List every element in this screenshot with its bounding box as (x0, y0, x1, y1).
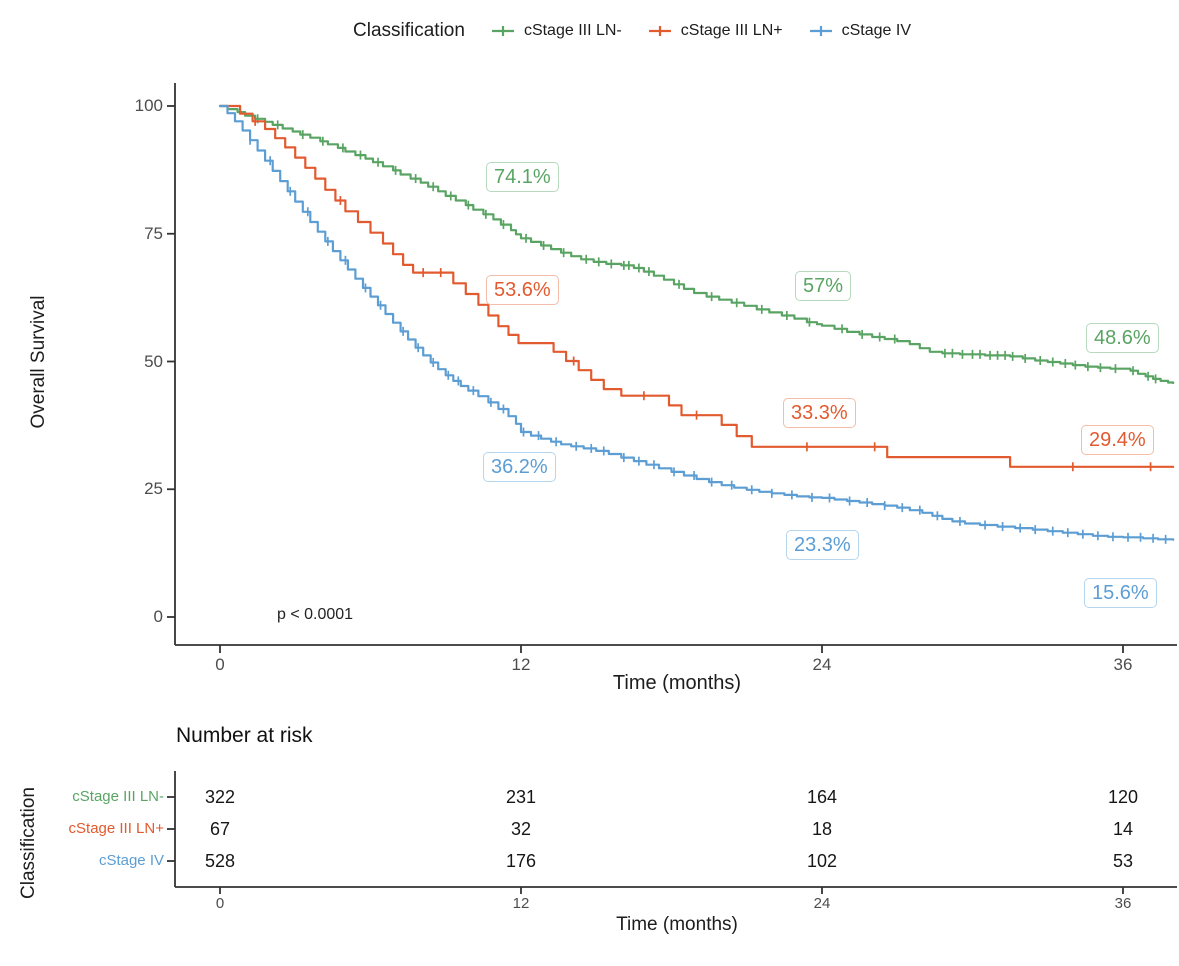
x-tick-label: 24 (812, 655, 832, 674)
y-tick-label: 0 (153, 607, 163, 626)
y-tick-label: 50 (144, 351, 163, 371)
survival-annotation: 57% (795, 271, 852, 301)
legend-key-line-plus-icon (491, 26, 514, 36)
risk-table-y-title: Classification (18, 787, 39, 899)
survival-annotation: 48.6% (1086, 323, 1159, 353)
risk-count: 528 (204, 851, 236, 871)
risk-table-title: Number at risk (176, 724, 313, 747)
y-axis-title: Overall Survival (28, 295, 49, 429)
legend-key-line-plus-icon (809, 26, 832, 36)
legend-item-label: cStage III LN- (523, 22, 622, 39)
survival-annotation: 53.6% (486, 275, 559, 305)
survival-annotation: 36.2% (483, 452, 556, 482)
legend-item-cstage-iii-ln-: cStage III LN- (491, 22, 622, 40)
legend-items: cStage III LN-cStage III LN+ cStage IV (491, 22, 911, 40)
risk-count: 102 (806, 851, 837, 871)
risk-count: 176 (505, 851, 536, 871)
y-tick-label: 25 (144, 479, 163, 499)
km-curve-cstage-iv (218, 104, 1175, 541)
risk-count: 120 (1107, 787, 1138, 807)
survival-annotation: 33.3% (783, 398, 856, 428)
risk-table-row-label-cstage-iv: cStage IV (98, 852, 164, 869)
risk-count: 231 (505, 787, 536, 807)
legend-item-label: cStage IV (841, 22, 911, 39)
risk-table-row-label-cstage-iii-ln-: cStage III LN- (72, 788, 164, 805)
y-tick-label: 100 (134, 96, 163, 115)
x-tick-label: 36 (1113, 655, 1133, 674)
legend-item-cstage-iii-ln+: cStage III LN+ (648, 22, 783, 40)
risk-table-x-tick-label: 12 (512, 895, 530, 912)
km-curve-cstage-iii-ln+ (218, 104, 1175, 468)
y-tick-label: 75 (144, 223, 163, 243)
x-tick-label: 0 (215, 655, 225, 674)
survival-annotation: 29.4% (1081, 425, 1154, 455)
legend: Classification cStage III LN-cStage III … (353, 14, 911, 48)
risk-count: 67 (209, 819, 231, 839)
risk-table-x-tick-label: 24 (813, 895, 831, 912)
risk-count: 14 (1112, 819, 1133, 839)
legend-key-line-plus-icon (648, 26, 671, 36)
x-axis-title: Time (months) (612, 672, 742, 694)
p-value-label: p < 0.0001 (277, 606, 354, 623)
risk-count: 32 (510, 819, 531, 839)
risk-table-x-tick-label: 0 (215, 895, 225, 912)
risk-count: 18 (811, 819, 832, 839)
x-tick-label: 12 (511, 655, 531, 674)
risk-count: 322 (204, 787, 236, 807)
risk-count: 164 (806, 787, 837, 807)
survival-annotation: 74.1% (486, 162, 559, 192)
legend-title: Classification (353, 20, 465, 41)
risk-table-x-tick-label: 36 (1114, 895, 1132, 912)
legend-item-label: cStage III LN+ (680, 22, 783, 39)
risk-count: 53 (1112, 851, 1133, 871)
survival-annotation: 15.6% (1084, 578, 1157, 608)
legend-item-cstage-iv: cStage IV (809, 22, 911, 40)
km-curve-cstage-iii-ln- (218, 104, 1175, 385)
risk-table-row-label-cstage-iii-ln+: cStage III LN+ (68, 820, 164, 837)
survival-annotation: 23.3% (786, 530, 859, 560)
risk-table-x-title: Time (months) (616, 914, 738, 935)
